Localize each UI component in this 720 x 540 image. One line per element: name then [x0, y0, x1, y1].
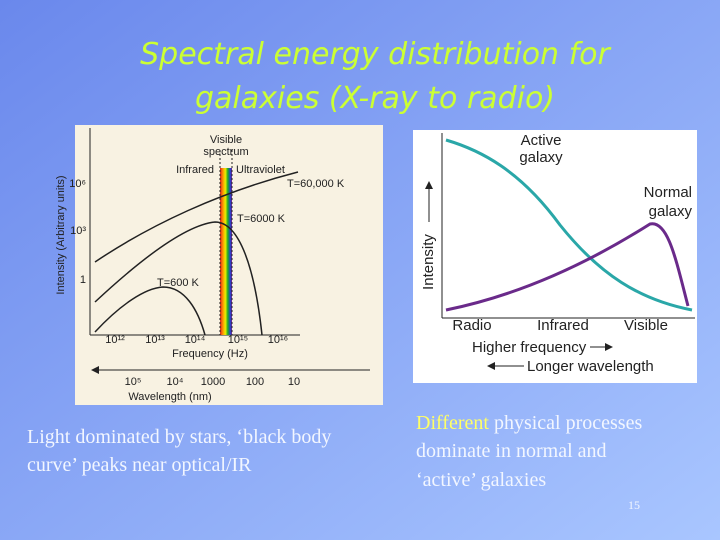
band-label: Visible	[624, 317, 668, 334]
figure-background	[413, 130, 697, 383]
y-tick-label: 10⁶	[69, 178, 86, 190]
caption-right-line: Different physical processes	[416, 412, 642, 434]
frequency-tick-label: 10¹²	[105, 334, 125, 346]
curve-label: T=6000 K	[237, 213, 286, 225]
caption-right-line: dominate in normal and	[416, 440, 607, 462]
galaxy-figure: Active galaxy Normal galaxy Intensity Ra…	[413, 130, 697, 383]
wavelength-tick-label: 10⁴	[167, 376, 184, 388]
curve-60000k	[94, 171, 299, 263]
normal-label: Normal	[644, 184, 692, 201]
wavelength-tick-label: 1000	[201, 376, 225, 388]
y-axis-label: Intensity	[420, 234, 437, 290]
visible-label: spectrum	[203, 146, 248, 158]
frequency-label: Frequency (Hz)	[172, 348, 248, 360]
y-axis-label: Intensity (Arbitrary units)	[55, 175, 67, 294]
frequency-tick-label: 10¹⁶	[268, 334, 288, 346]
wavelength-label: Wavelength (nm)	[128, 391, 211, 403]
band-label: Ultraviolet	[236, 164, 285, 176]
wavelength-tick-label: 100	[246, 376, 264, 388]
visible-label: Visible	[210, 134, 242, 146]
active-label: Active	[521, 132, 562, 149]
active-label: galaxy	[519, 149, 563, 166]
y-tick-label: 1	[80, 274, 86, 286]
frequency-tick-label: 10¹⁴	[185, 334, 206, 346]
band-label: Infrared	[176, 164, 214, 176]
frequency-tick-label: 10¹⁵	[228, 334, 248, 346]
normal-galaxy-curve	[445, 222, 690, 312]
normal-label: galaxy	[649, 203, 693, 220]
caption-left-line: Light dominated by stars, ‘black body	[27, 426, 331, 448]
active-galaxy-curve	[445, 138, 693, 312]
wavelength-tick-label: 10⁵	[125, 376, 142, 388]
longer-wavelength: Longer wavelength	[527, 358, 654, 375]
page-number: 15	[628, 498, 640, 512]
higher-frequency: Higher frequency	[472, 339, 587, 356]
blackbody-figure: Visible spectrum Infrared Ultraviolet T=…	[55, 125, 383, 405]
curve-label: T=60,000 K	[287, 178, 345, 190]
title-line: galaxies (X-ray to radio)	[195, 81, 555, 116]
curve-6000k	[94, 221, 263, 336]
visible-band	[220, 168, 232, 335]
wavelength-tick-label: 10	[288, 376, 300, 388]
frequency-tick-label: 10¹³	[145, 334, 165, 346]
caption-text: physical processes	[494, 412, 643, 434]
caption-highlight: Different	[416, 412, 489, 434]
curve-600k	[94, 286, 206, 336]
caption-left-line: curve’ peaks near optical/IR	[27, 454, 252, 476]
title-line: Spectral energy distribution for	[140, 37, 611, 72]
y-tick-label: 10³	[70, 225, 86, 237]
curve-label: T=600 K	[157, 277, 200, 289]
caption-right-line: ‘active’ galaxies	[416, 469, 546, 491]
band-label: Radio	[452, 317, 491, 334]
band-label: Infrared	[537, 317, 589, 334]
